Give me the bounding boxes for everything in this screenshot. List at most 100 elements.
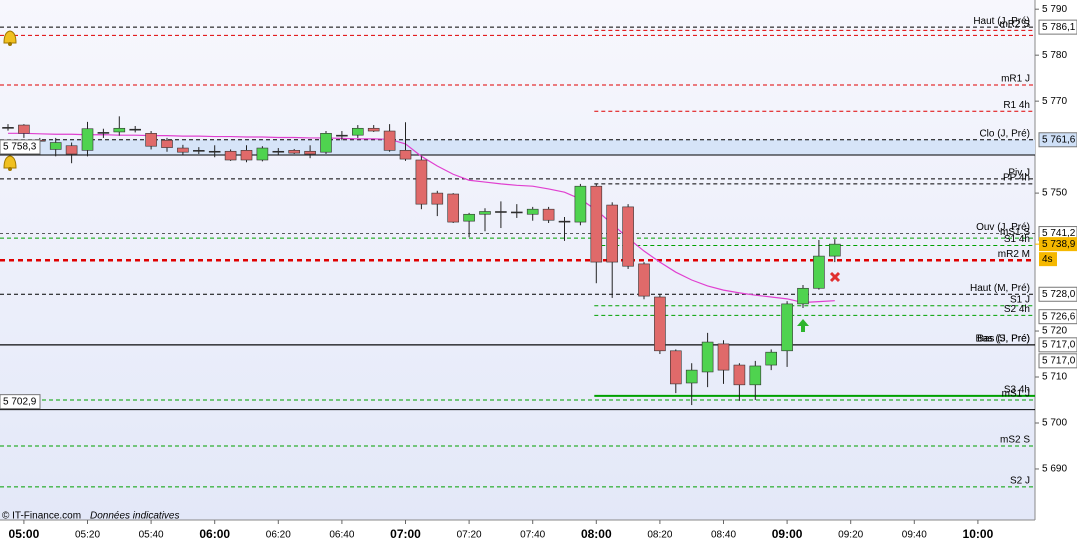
last-price-box	[1039, 237, 1077, 252]
y-tick-label: 5 780	[1042, 50, 1067, 61]
countdown: 4s	[1042, 254, 1053, 265]
candle-body	[240, 150, 253, 161]
candle-body	[685, 369, 698, 384]
candle-body	[161, 139, 173, 148]
level-value-label: 5 717,0	[1042, 355, 1076, 366]
x-tick-label: 08:20	[647, 530, 672, 541]
level-label: mR2 M	[998, 249, 1030, 260]
level-label: PP 4h	[1003, 173, 1030, 184]
candle-body	[828, 243, 841, 257]
level-label: mS1 J	[1002, 389, 1030, 400]
axis-background	[1035, 0, 1077, 544]
candle-body	[81, 128, 94, 151]
candle-body	[797, 287, 809, 305]
candle-body	[145, 133, 157, 147]
x-tick-label: 07:00	[390, 527, 421, 541]
candle-body	[177, 147, 189, 153]
candle-body	[669, 350, 682, 385]
x-tick-label: 06:40	[329, 530, 354, 541]
level-label: Bas (J, Pré)	[977, 333, 1030, 344]
level-label: Clo (J, Pré)	[979, 128, 1030, 139]
candle-body	[113, 127, 126, 133]
candle-body	[510, 211, 523, 214]
x-tick-label: 06:00	[199, 527, 230, 541]
x-tick-label: 10:00	[963, 527, 994, 541]
level-value-label: 5 761,6	[1042, 134, 1076, 145]
candle-body	[574, 185, 587, 223]
level-value-label-box	[0, 139, 41, 155]
x-tick-label: 09:20	[838, 530, 863, 541]
countdown-box	[1039, 252, 1057, 267]
alert-icon[interactable]	[3, 155, 17, 171]
level-value-label: 5 702,9	[3, 396, 37, 407]
level-label: mS2 S	[1000, 435, 1030, 446]
x-tick-label: 09:00	[772, 527, 803, 541]
level-value-label-box	[1038, 337, 1077, 353]
level-value-label-box	[0, 394, 41, 410]
level-value-label: 5 728,0	[1042, 289, 1076, 300]
level-label: S1 4h	[1004, 234, 1030, 245]
candle-body	[351, 127, 364, 136]
note: Données indicatives	[90, 511, 180, 522]
level-value-label: 5 741,2	[1042, 228, 1076, 239]
candle-body	[304, 150, 316, 155]
x-tick-label: 05:00	[9, 527, 40, 541]
candle-body	[765, 351, 778, 366]
ma-value-label-box	[1038, 309, 1077, 325]
level-label: Bas (S, Pré)	[976, 333, 1030, 344]
level-label: Ouv (J, Pré)	[976, 222, 1030, 233]
candle-body	[590, 185, 603, 263]
candle-body	[526, 208, 539, 215]
x-tick-label: 08:40	[711, 530, 736, 541]
level-label: mR2 S	[999, 19, 1030, 30]
alert-icon[interactable]	[3, 30, 17, 46]
level-label: S1 J	[1010, 294, 1030, 305]
x-axis-background	[0, 520, 1035, 544]
level-label: S2 4h	[1004, 304, 1030, 315]
x-tick-label: 05:40	[139, 530, 164, 541]
y-tick-label: 5 690	[1042, 464, 1067, 475]
candle-body	[399, 150, 412, 160]
candle-body	[2, 127, 14, 129]
x-tick-label: 07:20	[457, 530, 482, 541]
y-tick-label: 5 770	[1042, 96, 1067, 107]
candle-body	[256, 147, 269, 161]
level-value-label: 5 786,1	[1042, 22, 1076, 33]
level-value-label: 5 717,0	[1042, 339, 1076, 350]
candle-body	[193, 150, 205, 152]
candle-body	[272, 150, 285, 153]
x-tick-label: 07:40	[520, 530, 545, 541]
candle-body	[654, 296, 666, 352]
x-tick-label: 08:00	[581, 527, 612, 541]
candle-body	[495, 211, 507, 213]
candle-body	[813, 255, 825, 289]
y-tick-label: 5 720	[1042, 326, 1067, 337]
candle-body	[224, 150, 237, 161]
level-label: S3 4h	[1004, 385, 1030, 396]
x-tick-label: 05:20	[75, 530, 100, 541]
sell-signal	[829, 271, 841, 283]
candle-body	[320, 133, 332, 153]
level-label: S2 J	[1010, 476, 1030, 487]
candle-body	[542, 208, 555, 221]
candle-body	[336, 134, 348, 137]
candle-body	[129, 128, 141, 131]
candle-body	[288, 150, 301, 154]
candle-body	[558, 220, 571, 223]
level-label: Haut (J, Pré)	[973, 16, 1030, 27]
candle-body	[701, 341, 714, 373]
ma-value-label: 5 726,6	[1042, 311, 1076, 322]
buy-signal	[797, 319, 809, 332]
level-value-label-box	[1038, 132, 1077, 148]
y-tick-label: 5 750	[1042, 188, 1067, 199]
candle-body	[447, 193, 460, 223]
y-tick-label: 5 710	[1042, 372, 1067, 383]
x-tick-label: 09:40	[902, 530, 927, 541]
last-price-label: 5 738,9	[1042, 239, 1076, 250]
candle-body	[781, 303, 793, 352]
level-label: mR1 J	[1001, 74, 1030, 85]
x-tick-label: 06:20	[266, 530, 291, 541]
level-value-label-box	[1038, 286, 1077, 302]
level-label: Piv J	[1008, 167, 1030, 178]
